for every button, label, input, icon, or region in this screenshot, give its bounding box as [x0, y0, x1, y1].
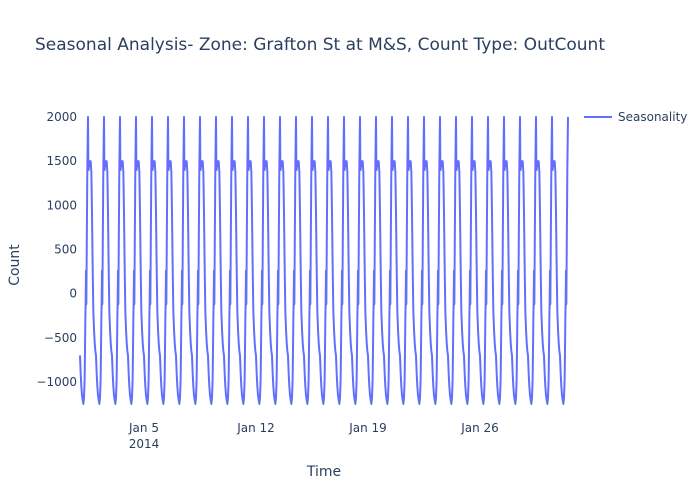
x-tick-label: Jan 26 [460, 421, 499, 435]
y-tick-label: 2000 [46, 110, 77, 124]
y-tick-label: 1500 [46, 154, 77, 168]
y-axis-ticks: 2000 1500 1000 500 0 −500 −1000 [36, 110, 77, 389]
y-tick-label: 500 [54, 242, 77, 256]
x-tick-sublabel: 2014 [129, 437, 160, 451]
x-axis-ticks: Jan 5 2014 Jan 12 Jan 19 Jan 26 [128, 421, 499, 451]
chart-title: Seasonal Analysis- Zone: Grafton St at M… [35, 35, 605, 55]
y-axis-title: Count [7, 244, 23, 286]
x-tick-label: Jan 19 [348, 421, 387, 435]
legend-label: Seasonality [618, 110, 687, 124]
x-tick-label: Jan 5 [128, 421, 159, 435]
y-tick-label: 1000 [46, 198, 77, 212]
legend: Seasonality [584, 110, 687, 124]
y-tick-label: −1000 [36, 375, 77, 389]
plot-area [79, 116, 569, 405]
x-axis-title: Time [306, 464, 341, 480]
series-line-seasonality [79, 116, 569, 405]
y-tick-label: 0 [69, 287, 77, 301]
x-tick-label: Jan 12 [236, 421, 275, 435]
y-tick-label: −500 [44, 331, 77, 345]
